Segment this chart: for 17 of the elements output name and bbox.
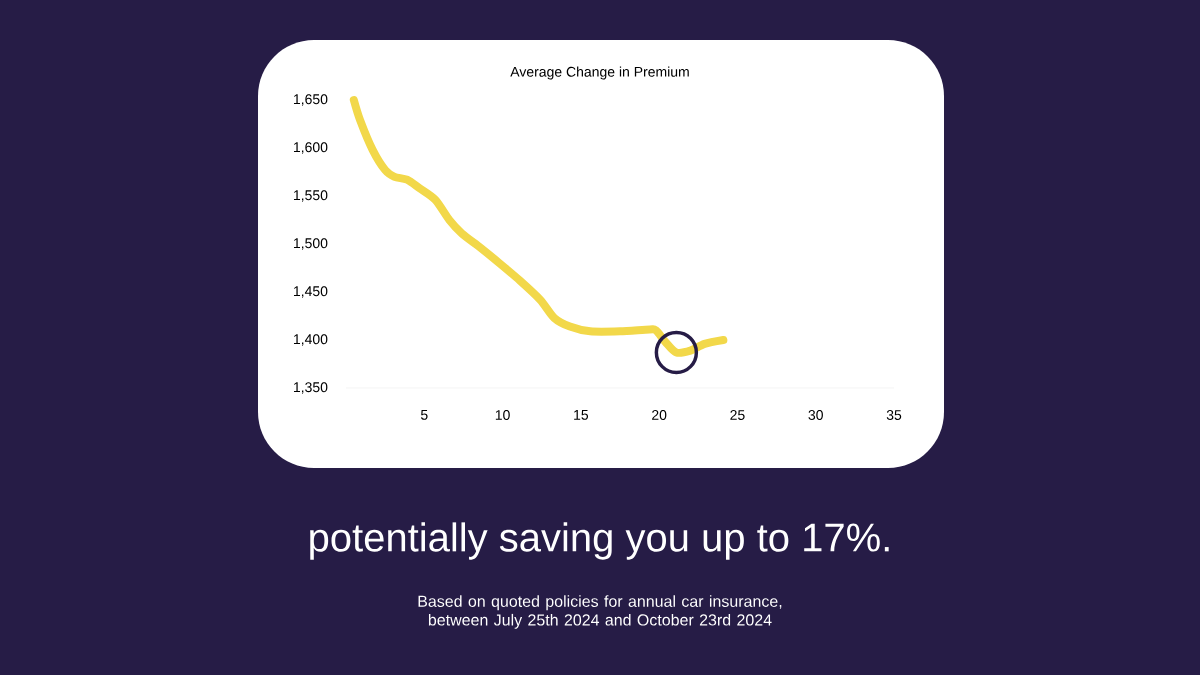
y-tick-label: 1,350: [293, 382, 328, 394]
x-tick-label: 15: [574, 410, 589, 420]
y-tick-label: 1,400: [293, 334, 328, 346]
y-tick-label: 1,600: [293, 142, 328, 154]
chart-title: Average Change in Premium: [510, 66, 689, 80]
text: potentially saving you up to 17%.: [310, 522, 889, 560]
y-tick-label: 1,500: [293, 238, 328, 250]
y-tick-label: 1,450: [293, 286, 328, 298]
x-tick-label: 20: [652, 410, 667, 420]
x-tick-label: 5: [420, 410, 428, 420]
y-tick-label: 1,550: [293, 190, 328, 202]
x-tick-label: 35: [886, 410, 902, 420]
x-tick-label: 25: [730, 410, 745, 420]
x-tick-label: 10: [495, 410, 510, 420]
text: Based on quoted policies for annual car insurance, between July 25th 2024 and October 23rd 2024: [418, 595, 782, 629]
y-tick-label: 1,650: [293, 94, 328, 106]
x-tick-label: 30: [808, 410, 823, 420]
